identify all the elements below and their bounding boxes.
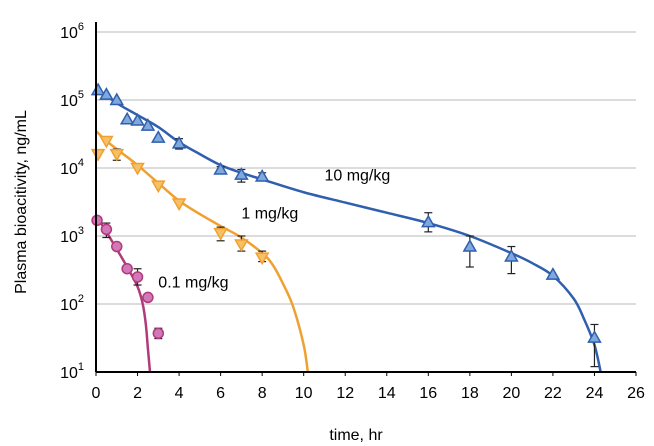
data-point-1-mg-kg bbox=[130, 162, 145, 176]
data-point-0-1-mg-kg bbox=[121, 262, 133, 275]
data-point-10-mg-kg bbox=[504, 248, 519, 262]
data-point-10-mg-kg bbox=[109, 92, 125, 106]
fit-line-10-mg-kg bbox=[96, 87, 602, 372]
series-annotation: 1 mg/kg bbox=[241, 206, 298, 223]
fit-lines bbox=[96, 87, 602, 372]
x-tick-label: 2 bbox=[133, 385, 142, 402]
data-point-10-mg-kg bbox=[421, 214, 436, 228]
data-point-0-1-mg-kg bbox=[111, 240, 123, 253]
x-axis-label: time, hr bbox=[329, 427, 383, 444]
data-point-10-mg-kg bbox=[254, 168, 270, 182]
x-tick-label: 14 bbox=[378, 385, 396, 402]
data-point-0-1-mg-kg bbox=[152, 327, 165, 340]
x-tick-label: 10 bbox=[295, 385, 313, 402]
x-tick-label: 18 bbox=[461, 385, 479, 402]
y-tick-label: 105 bbox=[60, 89, 84, 110]
series-annotations: 10 mg/kg 1 mg/kg 0.1 mg/kg bbox=[158, 168, 390, 292]
data-point-0-1-mg-kg bbox=[91, 214, 103, 227]
x-tick-label: 4 bbox=[175, 385, 184, 402]
x-tick-label: 8 bbox=[258, 385, 267, 402]
fit-line-1-mg-kg bbox=[96, 130, 310, 372]
x-tick-label: 6 bbox=[216, 385, 225, 402]
data-point-10-mg-kg bbox=[545, 267, 561, 280]
data-point-1-mg-kg bbox=[109, 148, 125, 162]
data-point-1-mg-kg bbox=[213, 227, 228, 241]
data-point-10-mg-kg bbox=[119, 111, 135, 125]
x-tick-label: 12 bbox=[336, 385, 354, 402]
y-tick-label: 106 bbox=[60, 21, 84, 42]
x-tick-label: 26 bbox=[627, 385, 645, 402]
data-point-10-mg-kg bbox=[99, 87, 114, 100]
data-point-0-1-mg-kg bbox=[100, 223, 113, 236]
data-markers bbox=[90, 82, 602, 343]
data-point-0-1-mg-kg bbox=[131, 271, 144, 283]
y-tick-label: 104 bbox=[60, 157, 84, 178]
data-point-10-mg-kg bbox=[90, 82, 106, 96]
x-tick-label: 22 bbox=[544, 385, 562, 402]
y-tick-label: 102 bbox=[60, 293, 84, 314]
fit-line-0-1-mg-kg bbox=[96, 214, 152, 372]
series-annotation: 10 mg/kg bbox=[324, 168, 390, 185]
data-point-1-mg-kg bbox=[151, 180, 166, 194]
series-annotation: 0.1 mg/kg bbox=[158, 274, 228, 291]
data-point-1-mg-kg bbox=[171, 198, 187, 212]
y-tick-label: 101 bbox=[60, 361, 84, 382]
data-point-1-mg-kg bbox=[234, 239, 249, 253]
data-point-0-1-mg-kg bbox=[142, 291, 154, 304]
data-point-10-mg-kg bbox=[213, 162, 228, 175]
data-point-10-mg-kg bbox=[462, 239, 478, 252]
x-tick-label: 20 bbox=[502, 385, 520, 402]
y-axis-label: Plasma bioacitivity, ng/mL bbox=[13, 110, 30, 294]
data-point-1-mg-kg bbox=[90, 148, 106, 162]
data-point-1-mg-kg bbox=[99, 135, 114, 149]
axes bbox=[95, 22, 637, 376]
x-tick-label: 16 bbox=[419, 385, 437, 402]
data-point-10-mg-kg bbox=[171, 135, 187, 149]
x-tick-label: 24 bbox=[586, 385, 604, 402]
data-point-10-mg-kg bbox=[151, 130, 166, 143]
y-tick-label: 103 bbox=[60, 225, 84, 246]
x-tick-label: 0 bbox=[92, 385, 101, 402]
data-point-10-mg-kg bbox=[140, 118, 156, 131]
data-point-1-mg-kg bbox=[254, 252, 270, 266]
data-point-10-mg-kg bbox=[587, 330, 602, 343]
data-point-10-mg-kg bbox=[130, 112, 145, 126]
data-point-10-mg-kg bbox=[234, 167, 249, 180]
